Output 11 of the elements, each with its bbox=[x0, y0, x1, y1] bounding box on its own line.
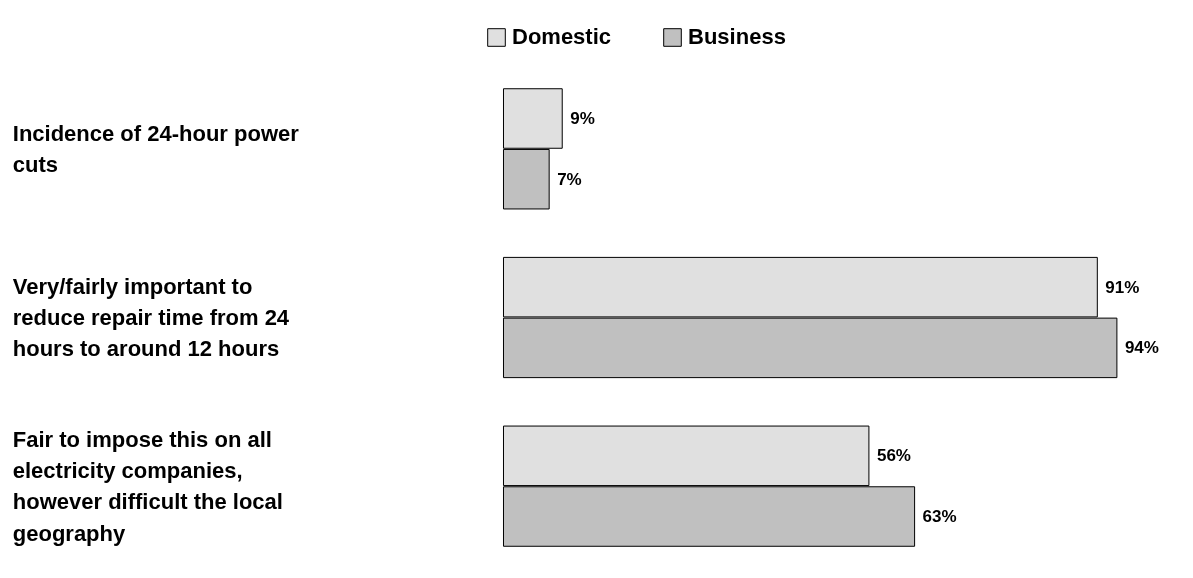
data-label: 56% bbox=[876, 446, 911, 466]
data-label: 7% bbox=[557, 169, 582, 189]
y-tick-label: Very/fairly important to reduce repair time from 24 hours to around 12 hours bbox=[12, 273, 290, 362]
data-label: 63% bbox=[922, 507, 957, 527]
y-tick-label: Fair to impose this on all electricity companies, however difficult the local geography bbox=[12, 426, 283, 546]
legend-label: Domestic bbox=[512, 24, 612, 50]
data-label: 9% bbox=[570, 109, 595, 128]
data-label: 94% bbox=[1124, 338, 1159, 358]
y-tick-label: Incidence of 24-hour power cuts bbox=[12, 120, 300, 177]
legend-label: Business bbox=[688, 24, 786, 50]
data-label: 91% bbox=[1105, 277, 1140, 297]
